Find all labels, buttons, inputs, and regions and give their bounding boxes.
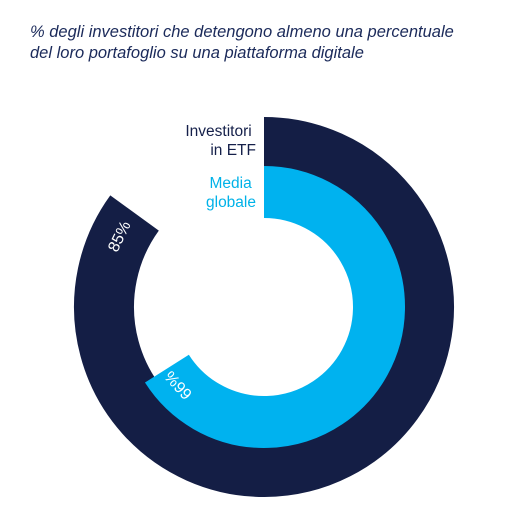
chart-title-line-2: del loro portafoglio su una piattaforma … (30, 44, 364, 62)
series-label-investitori-etf: Investitori in ETF (185, 123, 256, 159)
chart-title: % degli investitori che detengono almeno… (30, 22, 510, 64)
chart-title-line-1: % degli investitori che detengono almeno… (30, 23, 454, 41)
series-label-investitori-etf-line-1: Investitori (185, 123, 251, 140)
series-label-media-globale: Media globale (206, 175, 256, 211)
arc-investitori-etf (74, 117, 454, 497)
arc-media-globale (144, 166, 405, 448)
series-label-investitori-etf-line-2: in ETF (210, 142, 256, 159)
series-label-media-globale-line-1: Media (209, 175, 252, 192)
series-label-media-globale-line-2: globale (206, 194, 256, 211)
